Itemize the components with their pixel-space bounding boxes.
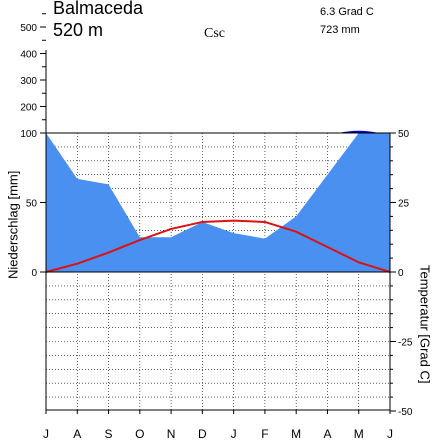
temperature-line (45, 219, 391, 273)
month-label: S (105, 427, 113, 440)
left-tick-label: 500 (20, 23, 37, 34)
left-tick-label: 200 (20, 103, 37, 114)
left-tick-label: 0 (31, 268, 37, 279)
mean-temperature: 6.3 Grad C (320, 6, 374, 18)
right-tick-label: -50 (398, 407, 413, 418)
month-label: D (198, 427, 207, 440)
right-tick-label: 0 (398, 268, 404, 279)
month-label: N (167, 427, 176, 440)
left-tick-label: 50 (26, 199, 38, 210)
month-label: O (135, 427, 144, 440)
month-label: F (261, 427, 268, 440)
precipitation-area (46, 133, 390, 272)
month-label: J (231, 427, 237, 440)
right-tick-label: 25 (398, 199, 410, 210)
left-tick-label: 300 (20, 76, 37, 87)
climate-class: Csc (204, 26, 225, 41)
month-label: A (323, 427, 331, 440)
annual-precipitation: 723 mm (320, 24, 360, 36)
right-tick-label: 50 (398, 129, 410, 140)
station-name: Balmaceda (53, 0, 144, 18)
left-tick-label: 100 (20, 129, 37, 140)
right-tick-label: -25 (398, 338, 413, 349)
month-label: M (354, 427, 364, 440)
month-label: M (291, 427, 301, 440)
precipitation-excess-area (338, 130, 379, 133)
month-label: A (73, 427, 81, 440)
month-label: J (43, 427, 49, 440)
station-elevation: 520 m (53, 20, 104, 40)
month-label: J (387, 427, 393, 440)
left-tick-label: 400 (20, 50, 37, 61)
